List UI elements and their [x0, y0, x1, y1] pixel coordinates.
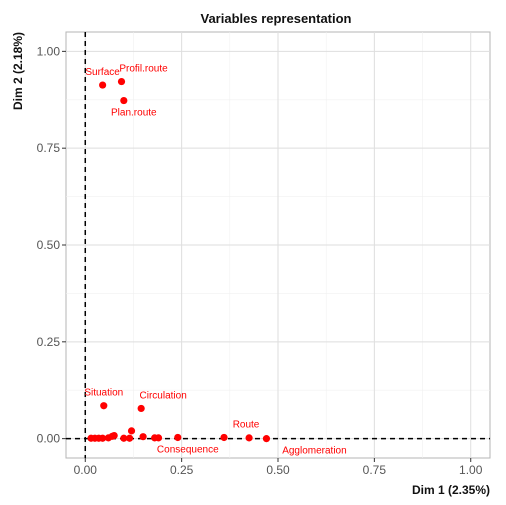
data-point [117, 77, 126, 86]
y-tick-label: 0.50 [37, 238, 61, 252]
data-point [99, 81, 107, 89]
point-label: Consequence [157, 444, 219, 455]
x-tick-label: 0.75 [363, 463, 387, 477]
y-axis-title: Dim 2 (2.18%) [11, 32, 25, 110]
point-label: Plan.route [111, 108, 157, 119]
data-point [127, 427, 136, 435]
x-tick-label: 0.25 [170, 463, 194, 477]
point-label: Surface [85, 67, 120, 78]
y-axis-ticks: 0.00 0.25 0.50 0.75 1.00 [37, 44, 66, 446]
chart-title: Variables representation [200, 11, 351, 26]
data-point [174, 433, 182, 442]
point-label: Situation [84, 388, 123, 399]
data-point [139, 433, 147, 441]
reference-lines [66, 32, 490, 458]
data-point [262, 435, 271, 443]
data-point [220, 433, 228, 442]
point-label: Agglomeration [282, 446, 346, 457]
y-tick-label: 1.00 [37, 44, 61, 58]
point-label: Circulation [140, 390, 187, 401]
x-axis-title: Dim 1 (2.35%) [412, 483, 490, 497]
x-axis-ticks: 0.00 0.25 0.50 0.75 1.00 [74, 458, 483, 477]
data-point [100, 402, 108, 410]
data-point [120, 434, 128, 442]
grid-lines [66, 32, 490, 458]
data-point [120, 96, 128, 105]
data-point [245, 434, 253, 442]
data-point [99, 434, 107, 442]
x-tick-label: 0.00 [74, 463, 98, 477]
data-point [126, 434, 134, 442]
y-tick-label: 0.75 [37, 141, 61, 155]
x-tick-label: 0.50 [266, 463, 290, 477]
y-tick-label: 0.00 [37, 432, 61, 446]
data-point [110, 431, 118, 440]
data-point [137, 404, 145, 413]
data-point [154, 434, 163, 442]
x-tick-label: 1.00 [459, 463, 483, 477]
point-label: Profil.route [119, 64, 168, 75]
y-tick-label: 0.25 [37, 335, 61, 349]
data-points [87, 77, 271, 443]
point-label: Route [233, 419, 260, 430]
point-labels: Surface Profil.route Plan.route Situation Ci… [84, 64, 346, 457]
